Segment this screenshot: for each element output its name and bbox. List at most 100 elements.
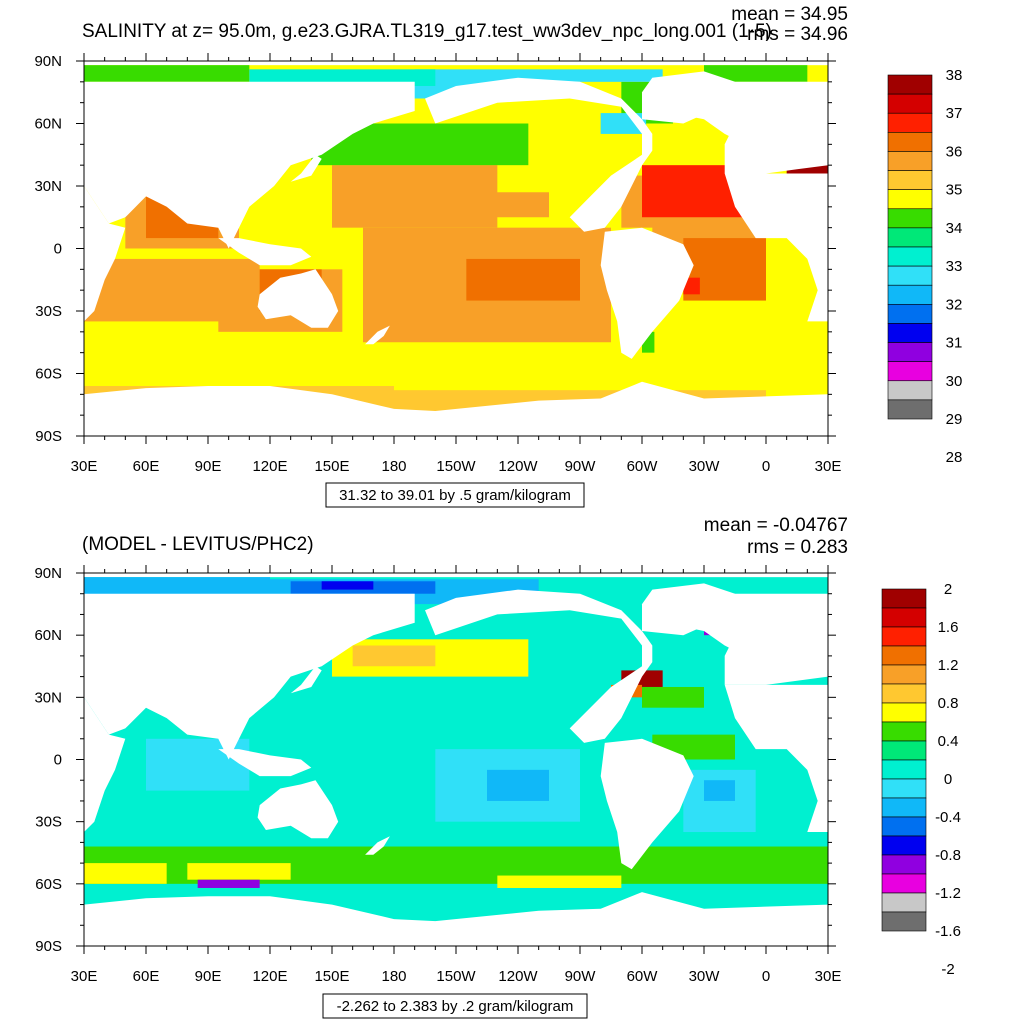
x-tick-label: 150W — [436, 458, 476, 475]
colorbar-box — [881, 626, 927, 647]
x-tick-label: 120W — [498, 458, 538, 475]
land-japan — [290, 154, 322, 182]
land-africa-west — [724, 173, 828, 322]
range-label: 31.32 to 39.01 by .5 gram/kilogram — [339, 487, 571, 504]
colorbar-label: 0.4 — [938, 733, 959, 750]
colorbar-box — [887, 265, 933, 286]
field-np-orange-0 — [352, 645, 436, 667]
colorbar-label: 28 — [946, 449, 963, 466]
land-asia-east — [84, 81, 415, 249]
x-tick-label: 120E — [252, 968, 287, 985]
land-antarctica — [84, 381, 828, 436]
panel-2: 30E 60E 90E 120E 150E 180 150W 120W 90W 60W 30W 0 30… — [34, 515, 961, 1019]
colorbar-box — [887, 246, 933, 267]
x-tick-label: 30E — [71, 458, 98, 475]
land-europe-west — [724, 123, 766, 174]
x-tick-label: 0 — [762, 968, 770, 985]
colorbar-label: 0.8 — [938, 695, 959, 712]
colorbar-box — [881, 664, 927, 685]
field-arctic-core-0 — [321, 581, 374, 590]
colorbar-box — [881, 721, 927, 742]
colorbar-box — [881, 702, 927, 723]
colorbar-label: 30 — [946, 373, 963, 390]
colorbar-label: 35 — [946, 182, 963, 199]
y-tick-label: 60N — [34, 116, 62, 133]
colorbar-label: 33 — [946, 258, 963, 275]
colorbar-box — [881, 759, 927, 780]
colorbar-label: 1.2 — [938, 657, 959, 674]
field-so-violet-0 — [197, 879, 260, 888]
land-north-america — [425, 77, 653, 232]
field-pac-blue-0 — [487, 769, 549, 801]
colorbar-label: -1.2 — [935, 885, 961, 902]
colorbar-label: -0.8 — [935, 847, 961, 864]
x-tick-label: 150E — [314, 458, 349, 475]
x-tick-label: 180 — [381, 968, 406, 985]
x-tick-label: 90W — [565, 458, 597, 475]
colorbar-box — [887, 227, 933, 248]
x-tick-label: 30W — [689, 458, 721, 475]
field-layer — [84, 65, 828, 436]
x-tick-label: 30W — [689, 968, 721, 985]
colorbar-box — [887, 132, 933, 152]
colorbar-box — [887, 74, 933, 95]
x-tick-label: 0 — [762, 458, 770, 475]
chart-title: (MODEL - LEVITUS/PHC2) — [82, 534, 314, 555]
x-tick-label: 90W — [565, 968, 597, 985]
land-africa — [84, 186, 126, 322]
field-np-green-3 — [704, 65, 808, 82]
colorbar-label: 29 — [946, 411, 963, 428]
x-tick-label: 180 — [381, 458, 406, 475]
stat-mean: mean = 34.95 — [731, 4, 848, 25]
x-tick-label: 30E — [815, 968, 842, 985]
stat-rms: rms = 34.96 — [747, 24, 848, 45]
land-indonesia — [218, 238, 312, 266]
x-tick-label: 120W — [498, 968, 538, 985]
range-label-box — [322, 993, 588, 1019]
colorbar-label: 0 — [944, 771, 952, 788]
field-so-yellow-2 — [497, 875, 622, 888]
colorbar-box — [887, 323, 933, 343]
x-tick-label: 150W — [436, 968, 476, 985]
field-pac-blue-1 — [704, 780, 735, 801]
colorbar-box — [887, 151, 933, 171]
y-tick-label: 90N — [34, 565, 62, 582]
x-tick-label: 90E — [195, 458, 222, 475]
colorbar-box — [887, 380, 933, 401]
range-label-box — [325, 482, 585, 508]
field-arctic-cyan-1 — [414, 69, 663, 82]
y-tick-label: 0 — [54, 241, 62, 258]
land-japan — [290, 666, 322, 694]
colorbar-label: 31 — [946, 335, 963, 352]
colorbar-box — [887, 284, 933, 305]
y-tick-label: 60N — [34, 627, 62, 644]
colorbar-label: 34 — [946, 220, 963, 237]
y-tick-label: 90N — [34, 53, 62, 70]
colorbar-label: 2 — [944, 581, 952, 598]
land-eurasia — [673, 593, 828, 685]
colorbar-label: 36 — [946, 143, 963, 160]
colorbar-label: 1.6 — [938, 619, 959, 636]
y-tick-label: 90S — [35, 428, 62, 445]
colorbar-box — [881, 607, 927, 628]
colorbar-box — [881, 854, 927, 875]
y-tick-label: 30S — [35, 814, 62, 831]
land-south-america — [600, 738, 694, 870]
x-tick-label: 30E — [71, 968, 98, 985]
field-layer — [84, 577, 828, 946]
colorbar-box — [881, 645, 927, 666]
y-tick-label: 90S — [35, 938, 62, 955]
panel-1: 30E 60E 90E 120E 150E 180 150W 120W 90W 60W 30W 0 30… — [34, 4, 963, 508]
field-atl-green-1 — [642, 686, 704, 708]
land-north-america — [425, 589, 653, 743]
land-new-zealand — [365, 836, 390, 855]
y-tick-label: 60S — [35, 876, 62, 893]
colorbar-box — [881, 816, 927, 837]
colorbar-box — [887, 342, 933, 362]
colorbar-box — [887, 304, 933, 324]
colorbar-box — [887, 170, 933, 190]
range-label: -2.262 to 2.383 by .2 gram/kilogram — [337, 998, 574, 1015]
colorbar-box — [881, 588, 927, 609]
x-tick-label: 60W — [627, 458, 659, 475]
